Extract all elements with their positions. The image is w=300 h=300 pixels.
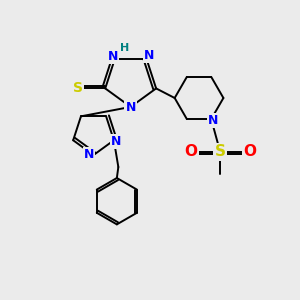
Text: N: N (208, 114, 218, 127)
Text: N: N (144, 49, 154, 62)
Text: N: N (107, 50, 118, 63)
Text: S: S (214, 144, 226, 159)
Text: H: H (120, 43, 129, 53)
Text: O: O (184, 144, 197, 159)
Text: N: N (84, 148, 94, 161)
Text: S: S (73, 81, 83, 95)
Text: N: N (111, 135, 122, 148)
Text: O: O (243, 144, 256, 159)
Text: N: N (125, 101, 136, 114)
